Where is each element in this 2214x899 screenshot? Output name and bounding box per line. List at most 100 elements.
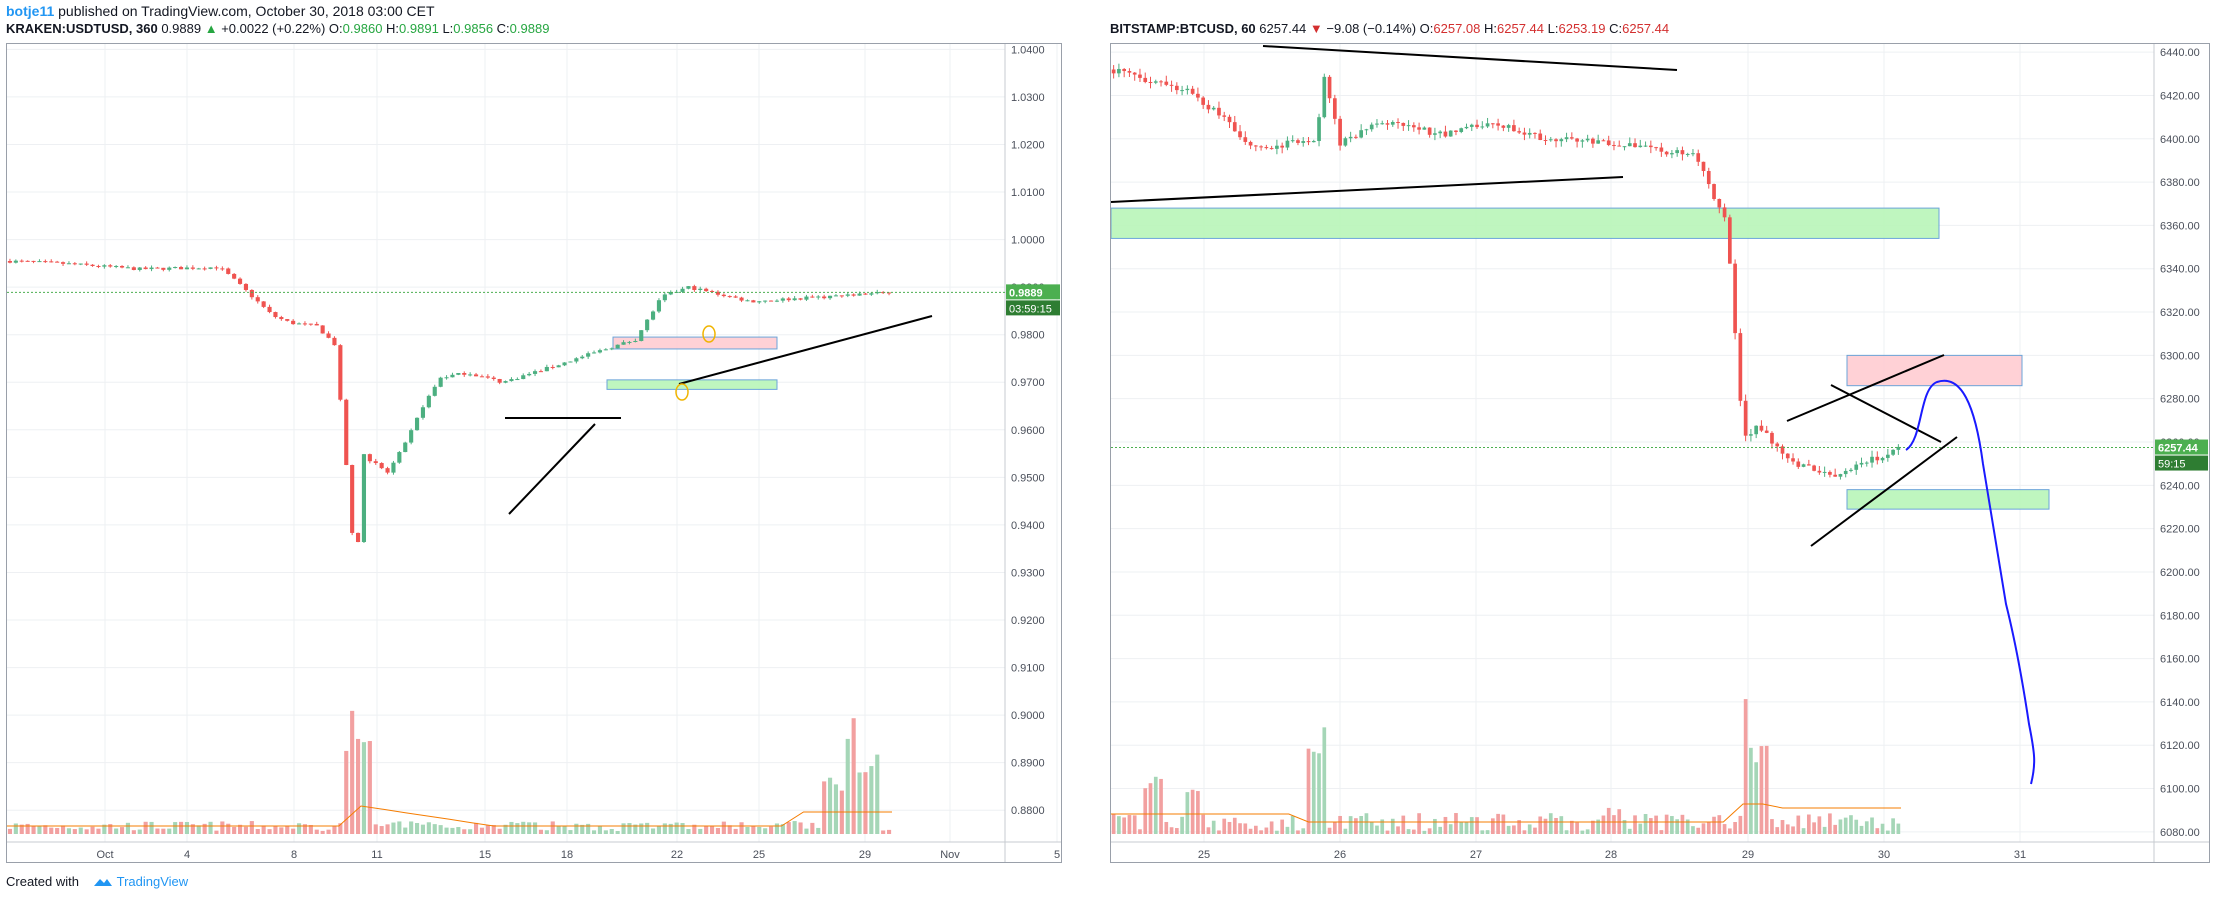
candle-body — [409, 430, 414, 443]
volume-bar — [1701, 823, 1706, 834]
y-tick-label: 0.9200 — [1011, 615, 1045, 627]
volume-bar — [715, 828, 721, 834]
tradingview-link[interactable]: TradingView — [116, 874, 189, 889]
candle-body — [438, 377, 443, 387]
left-chart-panel[interactable]: 1.04001.03001.02001.01001.00000.99000.98… — [6, 43, 1062, 863]
candle-body — [1427, 127, 1432, 135]
volume-bar — [1174, 828, 1179, 834]
candle-body — [1885, 454, 1890, 458]
candle-body — [1854, 464, 1859, 470]
volume-bar — [308, 824, 313, 834]
volume-bar — [13, 823, 18, 834]
y-tick-label: 0.8900 — [1011, 758, 1045, 770]
candle-body — [302, 323, 308, 325]
candle-body — [1496, 123, 1500, 126]
volume-bar — [1148, 783, 1153, 834]
volume-bar — [1201, 814, 1206, 834]
volume-bar — [1269, 821, 1274, 834]
volume-bar — [1843, 817, 1848, 834]
volume-bar — [1680, 814, 1685, 834]
candle-body — [1269, 148, 1274, 150]
volume-bar — [1143, 788, 1148, 834]
candle-body — [798, 298, 803, 300]
volume-bar — [1664, 814, 1669, 834]
volume-bar — [479, 827, 485, 834]
right-chart-panel[interactable]: 6440.00 6420.00 6400.00 6380.00 6360.00 6340.… — [1110, 43, 2210, 863]
candle-body — [1564, 137, 1569, 140]
candle-body — [184, 267, 190, 270]
right-low: 6253.19 — [1558, 21, 1606, 36]
candle-body — [886, 292, 892, 294]
candle-body — [49, 261, 54, 263]
candle-body — [521, 375, 526, 380]
volume-bar — [698, 828, 703, 834]
volume-bar — [1132, 815, 1137, 834]
volume-bar — [1459, 822, 1464, 834]
volume-bar — [1480, 830, 1485, 834]
volume-bar — [131, 830, 136, 834]
candle-body — [863, 293, 868, 295]
y-tick-label: 0.9600 — [1011, 425, 1045, 437]
volume-bar — [1522, 830, 1527, 834]
candle-body — [462, 372, 467, 375]
candle-body — [1617, 145, 1622, 147]
candle-body — [810, 296, 815, 298]
volume-bar — [72, 829, 77, 834]
volume-bar — [1685, 819, 1690, 834]
volume-bar — [167, 828, 172, 834]
volume-bar — [37, 825, 42, 834]
candle-body — [1538, 133, 1543, 141]
candle-body — [1390, 121, 1395, 125]
candle-body — [456, 372, 461, 375]
x-tick-label: 8 — [291, 849, 297, 861]
candle-body — [344, 399, 349, 465]
candle-body — [1638, 145, 1643, 148]
volume-bar — [1791, 826, 1795, 834]
volume-bar — [1311, 751, 1316, 834]
candle-body — [167, 267, 172, 270]
candle-body — [1322, 76, 1327, 118]
candle-body — [698, 288, 703, 291]
candle-body — [31, 260, 36, 262]
volume-bar — [1633, 815, 1637, 834]
candle-body — [662, 294, 667, 301]
candle-body — [273, 312, 278, 318]
volume-bar — [49, 827, 54, 834]
volume-bar — [1490, 818, 1495, 834]
candle-body — [709, 291, 715, 293]
volume-bar — [704, 825, 709, 834]
candle-body — [1190, 88, 1195, 94]
volume-bar — [273, 825, 278, 834]
candle-body — [1311, 140, 1316, 143]
volume-bar — [1264, 827, 1269, 834]
right-chart-svg[interactable]: 6440.00 6420.00 6400.00 6380.00 6360.00 6340.… — [1110, 44, 2209, 862]
candle-body — [468, 374, 473, 376]
x-tick-label: 25 — [753, 849, 765, 861]
volume-bar — [609, 828, 614, 834]
candle-body — [1522, 132, 1527, 135]
volume-bar — [603, 830, 608, 834]
volume-bar — [155, 828, 160, 834]
candle-body — [1201, 97, 1206, 105]
candle-body — [1817, 470, 1822, 473]
candle-body — [1764, 430, 1769, 433]
volume-bar — [1538, 816, 1543, 834]
volume-bar — [1217, 830, 1221, 834]
candle-body — [645, 319, 650, 331]
volume-bar — [633, 824, 638, 834]
volume-bar — [668, 823, 673, 834]
countdown-badge — [1006, 300, 1060, 316]
candle-body — [1543, 140, 1548, 142]
y-tick-label: 6080.00 — [2160, 827, 2200, 839]
volume-bar — [556, 826, 561, 834]
y-tick-label: 1.0200 — [1011, 139, 1045, 151]
candle-body — [792, 298, 797, 301]
volume-bar — [78, 827, 83, 834]
author-link[interactable]: botje11 — [6, 3, 55, 19]
candle-body — [161, 267, 166, 270]
candle-body — [532, 371, 538, 374]
candle-body — [1211, 107, 1216, 110]
volume-bar — [7, 828, 13, 834]
candle-body — [285, 319, 290, 321]
left-chart-svg[interactable]: 1.04001.03001.02001.01001.00000.99000.98… — [7, 44, 1061, 862]
